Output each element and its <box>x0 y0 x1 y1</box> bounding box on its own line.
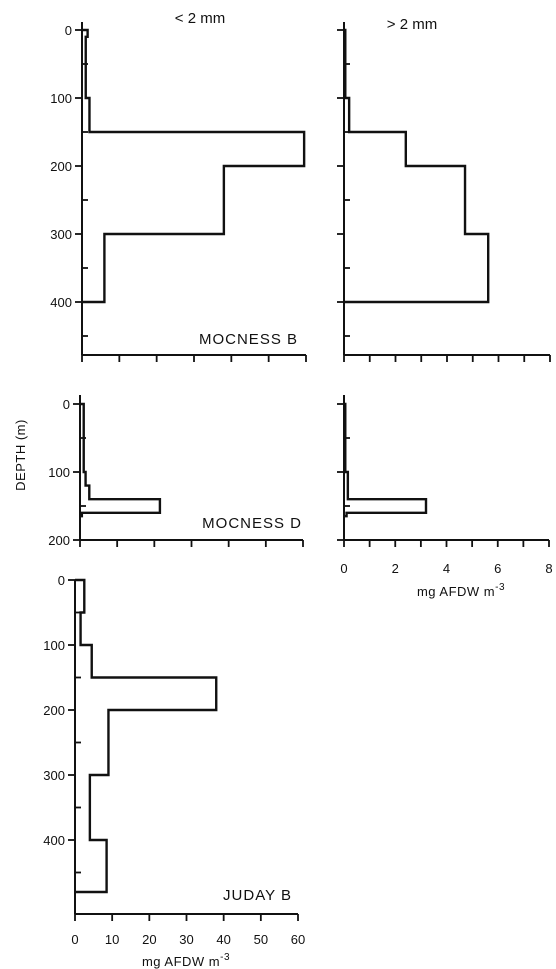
x-axis-label: mg AFDW m-3 <box>142 952 230 969</box>
x-tick-label: 0 <box>340 561 347 576</box>
column-title-small: < 2 mm <box>175 10 225 27</box>
x-tick-label: 8 <box>545 561 552 576</box>
x-tick-label: 50 <box>254 932 268 947</box>
panel-juday-b-small: 0 100 200 300 400 0 10 20 30 40 50 60 mg AFDW m-3 JUD… <box>43 573 305 969</box>
y-tick-label: 100 <box>50 91 72 106</box>
y-tick-label: 200 <box>48 533 70 548</box>
y-tick-label: 100 <box>48 465 70 480</box>
panel-mocness-b-large <box>337 22 551 362</box>
panel-label: JUDAY B <box>223 887 292 904</box>
y-tick-label: 0 <box>63 397 70 412</box>
y-tick-label: 100 <box>43 638 65 653</box>
profile-mocness-d-large <box>344 402 428 518</box>
y-tick-label: 0 <box>65 23 72 38</box>
y-axis-label: DEPTH (m) <box>13 419 28 491</box>
x-tick-label: 20 <box>142 932 156 947</box>
x-tick-label: 6 <box>494 561 501 576</box>
y-tick-label: 0 <box>58 573 65 588</box>
panel-label: MOCNESS D <box>202 515 302 532</box>
y-tick-label: 300 <box>50 227 72 242</box>
panel-mocness-b-small: 0 100 200 300 400 MOCNESS B <box>50 22 307 362</box>
y-tick-label: 200 <box>43 703 65 718</box>
x-tick-label: 30 <box>179 932 193 947</box>
y-tick-label: 400 <box>43 833 65 848</box>
x-tick-label: 2 <box>392 561 399 576</box>
panel-mocness-d-large: 0 2 4 6 8 mg AFDW m-3 <box>337 395 553 599</box>
column-title-large: > 2 mm <box>387 16 437 33</box>
y-tick-label: 300 <box>43 768 65 783</box>
x-axis-label: mg AFDW m-3 <box>417 582 505 599</box>
profile-mocness-d-small <box>80 402 162 518</box>
x-tick-label: 0 <box>71 932 78 947</box>
y-tick-label: 200 <box>50 159 72 174</box>
y-tick-label: 400 <box>50 295 72 310</box>
x-tick-label: 40 <box>216 932 230 947</box>
panel-label: MOCNESS B <box>199 331 298 348</box>
x-tick-label: 4 <box>443 561 450 576</box>
panel-mocness-d-small: 0 100 200 MOCNESS D <box>48 395 304 548</box>
x-tick-label: 10 <box>105 932 119 947</box>
profile-juday-b-small <box>75 578 218 894</box>
x-tick-label: 60 <box>291 932 305 947</box>
profile-mocness-b-large <box>344 28 490 304</box>
profile-mocness-b-small <box>82 28 306 304</box>
